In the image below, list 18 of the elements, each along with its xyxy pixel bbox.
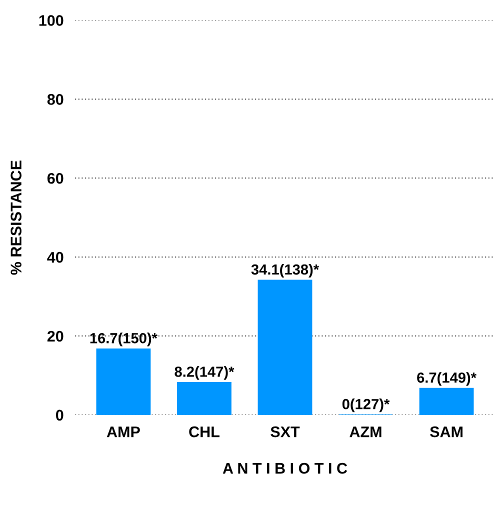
y-tick-label: 100: [39, 15, 64, 26]
data-label: 34.1(138)*: [251, 264, 320, 278]
x-tick-label: AZM: [350, 426, 382, 438]
y-tick-label: 40: [47, 252, 64, 263]
data-label: 0(127)*: [342, 398, 390, 412]
x-tick-label: SAM: [430, 426, 462, 438]
x-axis-title: A N T I B I O T I C: [222, 462, 348, 474]
x-tick-label: CHL: [189, 426, 220, 438]
y-tick-label: 60: [47, 172, 64, 184]
data-label: 16.7(150)*: [90, 332, 158, 346]
data-label: 8.2(147)*: [174, 366, 234, 380]
y-tick-label: 0: [56, 410, 64, 421]
y-tick-label: 20: [47, 330, 64, 342]
y-axis-title: % RESISTANCE: [10, 160, 22, 275]
y-tick-label: 80: [47, 94, 64, 105]
x-tick-label: SXT: [270, 426, 300, 438]
x-tick-label: AMP: [106, 426, 140, 438]
data-label: 6.7(149)*: [417, 372, 477, 386]
